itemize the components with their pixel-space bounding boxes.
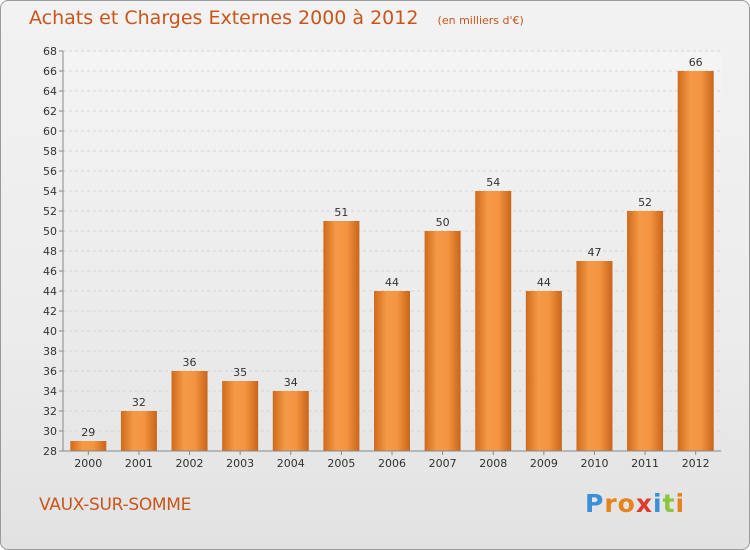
bar [374, 291, 410, 451]
data-label: 34 [284, 376, 298, 389]
data-label: 36 [183, 356, 197, 369]
bar [627, 211, 664, 451]
bars [70, 71, 714, 451]
commune-name: VAUX-SUR-SOMME [39, 495, 192, 515]
logo-letter: i [675, 489, 686, 518]
value-labels: 29 32 36 35 34 51 44 50 54 44 47 52 66 [81, 56, 702, 439]
y-tick-label: 56 [43, 165, 57, 178]
proxiti-logo: Proxiti [585, 489, 685, 518]
bar [525, 291, 562, 451]
logo-letter: P [585, 489, 605, 518]
data-label: 44 [537, 276, 551, 289]
bar [323, 221, 360, 451]
data-label: 44 [385, 276, 399, 289]
bar [475, 191, 512, 451]
x-tick-label: 2008 [479, 457, 507, 470]
y-tick-label: 36 [43, 365, 57, 378]
logo-letter: r [604, 489, 618, 518]
logo-letter: i [653, 489, 663, 518]
x-tick-label: 2011 [631, 457, 659, 470]
bar [222, 381, 259, 451]
data-label: 54 [486, 176, 500, 189]
y-tick-label: 30 [43, 425, 57, 438]
y-tick-label: 58 [43, 145, 57, 158]
x-tick-label: 2004 [277, 457, 305, 470]
x-tick-label: 2003 [226, 457, 254, 470]
y-tick-label: 50 [43, 225, 57, 238]
x-tick-label: 2009 [530, 457, 558, 470]
chart-title: Achats et Charges Externes 2000 à 2012 [29, 7, 419, 29]
x-tick-label: 2000 [74, 457, 102, 470]
bar [576, 261, 613, 451]
data-label: 29 [81, 426, 95, 439]
y-tick-label: 66 [43, 65, 57, 78]
x-tick-label: 2012 [682, 457, 710, 470]
x-tick-label: 2001 [125, 457, 153, 470]
bar [272, 391, 309, 451]
y-tick-label: 68 [43, 45, 57, 58]
data-label: 51 [334, 206, 348, 219]
y-tick-label: 54 [43, 185, 57, 198]
data-label: 50 [436, 216, 450, 229]
data-label: 52 [638, 196, 652, 209]
bar [120, 411, 157, 451]
x-tick-label: 2002 [176, 457, 204, 470]
chart-unit: (en milliers d'€) [437, 14, 524, 27]
logo-letter: t [662, 489, 676, 518]
data-label: 47 [587, 246, 601, 259]
y-tick-label: 48 [43, 245, 57, 258]
x-tick-label: 2007 [429, 457, 457, 470]
logo-letter: o [617, 489, 636, 518]
x-axis: 2000 2001 2002 2003 2004 2005 2006 2007 2008 2009… [63, 450, 721, 470]
y-axis: 28 30 32 34 36 38 40 42 44 46 48 50 52 54 56 58 60 62 64 66… [43, 45, 64, 458]
y-tick-label: 52 [43, 205, 57, 218]
bar [171, 371, 208, 451]
y-tick-label: 46 [43, 265, 57, 278]
y-tick-label: 60 [43, 125, 57, 138]
y-tick-label: 38 [43, 345, 57, 358]
y-tick-label: 64 [43, 85, 57, 98]
y-tick-label: 34 [43, 385, 57, 398]
data-label: 66 [689, 56, 703, 69]
x-tick-label: 2005 [327, 457, 355, 470]
y-tick-label: 28 [43, 445, 57, 458]
y-tick-label: 42 [43, 305, 57, 318]
y-tick-label: 44 [43, 285, 57, 298]
data-label: 35 [233, 366, 247, 379]
y-tick-label: 32 [43, 405, 57, 418]
logo-letter: x [635, 489, 653, 518]
y-tick-label: 62 [43, 105, 57, 118]
data-label: 32 [132, 396, 146, 409]
y-tick-label: 40 [43, 325, 57, 338]
x-tick-label: 2006 [378, 457, 406, 470]
bar [70, 441, 107, 451]
bar [424, 231, 461, 451]
title-row: Achats et Charges Externes 2000 à 2012 (… [29, 7, 524, 29]
bar [677, 71, 714, 451]
x-tick-label: 2010 [580, 457, 608, 470]
